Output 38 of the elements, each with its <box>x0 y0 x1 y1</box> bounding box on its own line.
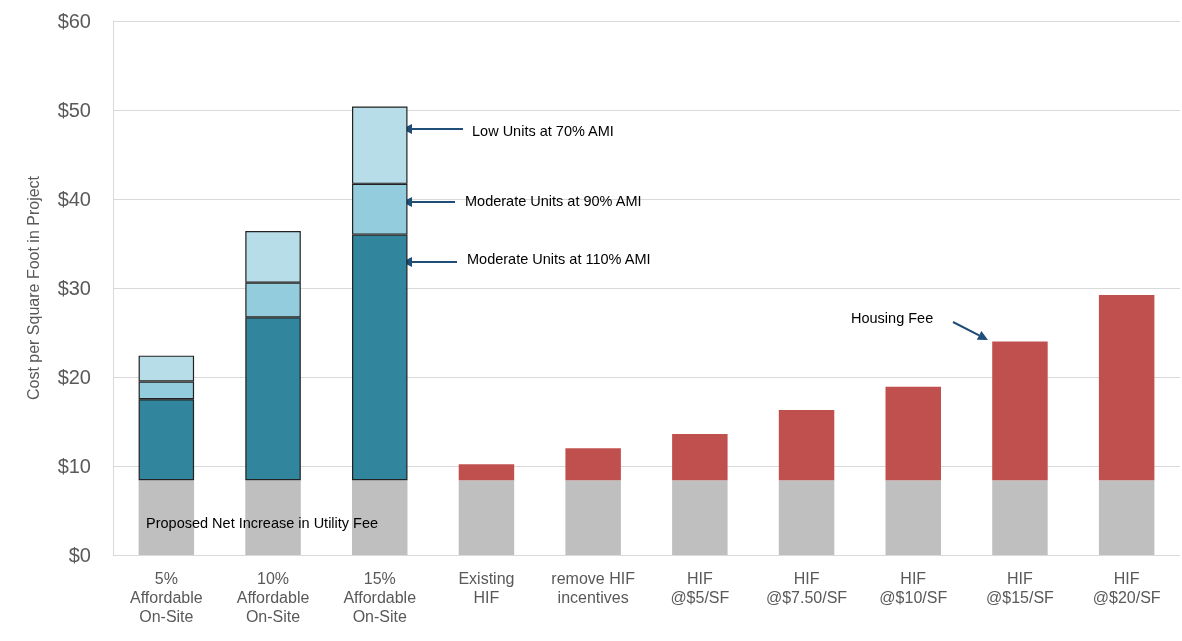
bar <box>565 448 621 481</box>
bar <box>778 480 835 555</box>
y-tick-label: $0 <box>68 544 91 566</box>
x-tick-label: Existing HIF <box>458 570 515 606</box>
x-tick-label: HIF @$15/SF <box>986 570 1055 606</box>
y-tick-label: $10 <box>57 455 91 477</box>
bar <box>565 480 621 555</box>
x-tick-label: HIF @$20/SF <box>1092 570 1161 606</box>
x-tick-label: remove HIF incentives <box>551 570 636 606</box>
y-axis-title: Cost per Square Foot in Project <box>24 175 42 401</box>
x-tick-label: HIF @$10/SF <box>879 570 948 606</box>
y-tick-label: $30 <box>57 277 91 299</box>
bar <box>458 464 515 481</box>
y-tick-label: $20 <box>57 366 91 388</box>
bar <box>778 409 835 481</box>
bar <box>1098 295 1155 481</box>
y-tick-label: $40 <box>57 188 91 210</box>
x-tick-label: 5% Affordable On-Site <box>130 570 203 625</box>
bar <box>672 480 728 555</box>
x-tick-label: 10% Affordable On-Site <box>236 570 310 625</box>
y-tick-label: $50 <box>57 99 91 121</box>
bar <box>352 480 408 555</box>
annotation: Moderate Units at 110% AMI <box>467 251 651 267</box>
y-tick-label: $60 <box>57 10 91 32</box>
x-tick-label: HIF @$5/SF <box>670 570 730 606</box>
bar <box>458 480 515 555</box>
bar <box>992 341 1048 481</box>
bar <box>992 480 1048 555</box>
annotation: Proposed Net Increase in Utility Fee <box>146 515 379 531</box>
x-tick-label: HIF @$7.50/SF <box>765 570 848 606</box>
bar <box>1098 480 1155 555</box>
annotation: Housing Fee <box>851 310 934 326</box>
bar <box>885 386 941 481</box>
x-tick-label: 15% Affordable On-Site <box>343 570 417 625</box>
annotation: Low Units at 70% AMI <box>472 123 614 139</box>
bar <box>885 480 941 555</box>
annotation: Moderate Units at 90% AMI <box>465 193 642 209</box>
bar <box>672 433 728 481</box>
